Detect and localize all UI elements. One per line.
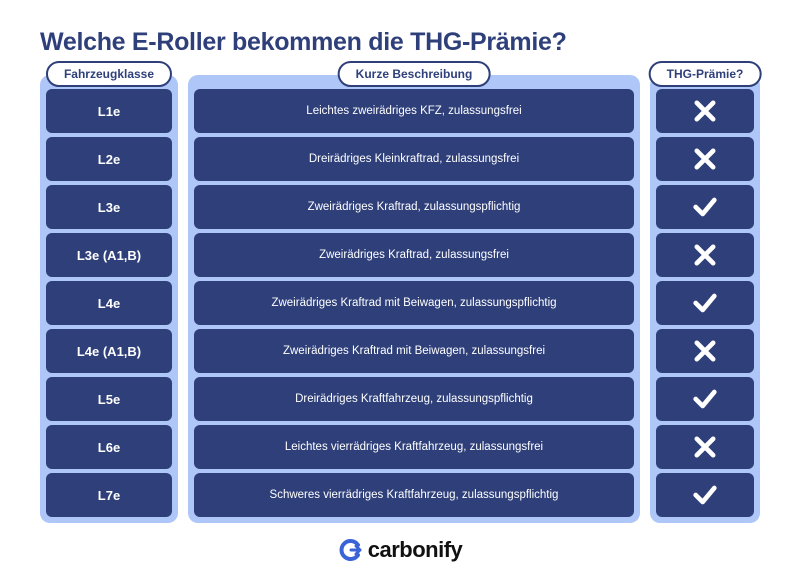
thg-eligible-cell xyxy=(656,425,754,469)
check-icon xyxy=(691,385,719,413)
page-title: Welche E-Roller bekommen die THG-Prämie? xyxy=(40,28,760,57)
column-description: Kurze Beschreibung Leichtes zweirädriges… xyxy=(188,75,640,523)
thg-eligible-cell xyxy=(656,137,754,181)
description-cell: Leichtes vierrädriges Kraftfahrzeug, zul… xyxy=(194,425,634,469)
carbonify-logo-icon xyxy=(338,538,362,562)
description-cell: Zweirädriges Kraftrad, zulassungsfrei xyxy=(194,233,634,277)
brand-name: carbonify xyxy=(368,537,463,563)
description-cell: Zweirädriges Kraftrad, zulassungspflicht… xyxy=(194,185,634,229)
header-description: Kurze Beschreibung xyxy=(338,61,491,87)
description-cell: Dreirädriges Kraftfahrzeug, zulassungspf… xyxy=(194,377,634,421)
check-icon xyxy=(691,481,719,509)
cross-icon xyxy=(691,433,719,461)
vehicle-class-cell: L7e xyxy=(46,473,172,517)
description-cell: Schweres vierrädriges Kraftfahrzeug, zul… xyxy=(194,473,634,517)
cross-icon xyxy=(691,145,719,173)
description-cell: Zweirädriges Kraftrad mit Beiwagen, zula… xyxy=(194,281,634,325)
header-thg: THG-Prämie? xyxy=(649,61,762,87)
brand-logo: carbonify xyxy=(40,537,760,563)
thg-eligible-cell xyxy=(656,377,754,421)
thg-eligible-cell xyxy=(656,233,754,277)
description-cell: Dreirädriges Kleinkraftrad, zulassungsfr… xyxy=(194,137,634,181)
thg-eligible-cell xyxy=(656,473,754,517)
cross-icon xyxy=(691,241,719,269)
vehicle-class-cell: L3e xyxy=(46,185,172,229)
thg-eligible-cell xyxy=(656,329,754,373)
vehicle-class-cell: L2e xyxy=(46,137,172,181)
header-vehicle-class: Fahrzeugklasse xyxy=(46,61,172,87)
vehicle-class-cell: L4e (A1,B) xyxy=(46,329,172,373)
column-thg-eligible: THG-Prämie? xyxy=(650,75,760,523)
vehicle-class-cell: L6e xyxy=(46,425,172,469)
thg-eligible-cell xyxy=(656,89,754,133)
thg-eligible-cell xyxy=(656,281,754,325)
thg-eligible-cell xyxy=(656,185,754,229)
cross-icon xyxy=(691,337,719,365)
vehicle-class-cell: L5e xyxy=(46,377,172,421)
description-cell: Leichtes zweirädriges KFZ, zulassungsfre… xyxy=(194,89,634,133)
description-cell: Zweirädriges Kraftrad mit Beiwagen, zula… xyxy=(194,329,634,373)
check-icon xyxy=(691,193,719,221)
check-icon xyxy=(691,289,719,317)
column-vehicle-class: Fahrzeugklasse L1eL2eL3eL3e (A1,B)L4eL4e… xyxy=(40,75,178,523)
vehicle-class-cell: L3e (A1,B) xyxy=(46,233,172,277)
vehicle-class-cell: L4e xyxy=(46,281,172,325)
cross-icon xyxy=(691,97,719,125)
comparison-table: Fahrzeugklasse L1eL2eL3eL3e (A1,B)L4eL4e… xyxy=(40,75,760,523)
vehicle-class-cell: L1e xyxy=(46,89,172,133)
